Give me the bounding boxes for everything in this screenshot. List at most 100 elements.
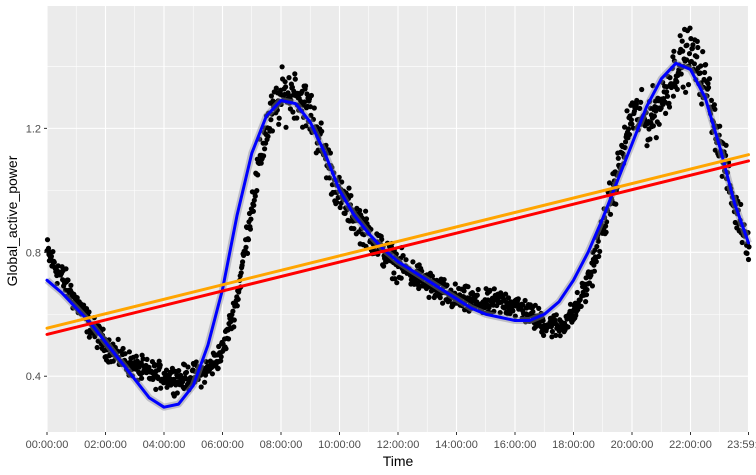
data-point bbox=[158, 385, 164, 391]
data-point bbox=[290, 109, 296, 115]
data-point bbox=[683, 89, 689, 95]
data-point bbox=[440, 300, 446, 306]
data-point bbox=[522, 297, 528, 304]
data-point bbox=[327, 150, 333, 156]
data-point bbox=[359, 215, 365, 221]
data-point bbox=[653, 135, 659, 141]
data-point bbox=[687, 25, 693, 31]
data-point bbox=[403, 257, 409, 263]
data-point bbox=[268, 93, 274, 99]
data-point bbox=[702, 69, 708, 76]
data-point bbox=[540, 318, 546, 324]
data-point bbox=[235, 296, 241, 302]
data-point bbox=[708, 97, 715, 103]
data-point bbox=[243, 244, 249, 250]
data-point bbox=[276, 115, 282, 121]
data-point bbox=[553, 332, 559, 338]
data-point bbox=[606, 180, 613, 186]
data-point bbox=[697, 70, 703, 76]
data-point bbox=[474, 292, 480, 298]
data-point bbox=[515, 296, 521, 302]
data-point bbox=[701, 84, 707, 90]
data-point bbox=[452, 281, 458, 287]
data-point bbox=[394, 280, 400, 286]
data-point bbox=[530, 309, 536, 315]
data-point bbox=[674, 86, 680, 92]
data-point bbox=[475, 286, 481, 293]
data-point bbox=[647, 136, 653, 142]
data-point bbox=[650, 83, 656, 89]
data-point bbox=[255, 172, 261, 178]
data-point bbox=[140, 356, 146, 362]
data-point bbox=[666, 104, 673, 110]
data-point bbox=[92, 334, 98, 340]
data-point bbox=[223, 346, 229, 352]
data-point bbox=[337, 204, 343, 211]
data-point bbox=[379, 236, 385, 242]
data-point bbox=[59, 264, 65, 270]
data-point bbox=[146, 364, 152, 370]
data-point bbox=[677, 33, 683, 39]
data-point bbox=[700, 49, 706, 55]
data-point bbox=[541, 332, 547, 338]
data-point bbox=[86, 309, 92, 315]
x-tick-label: 22:00:00 bbox=[669, 439, 712, 451]
data-point bbox=[302, 99, 308, 105]
data-point bbox=[699, 101, 705, 107]
data-point bbox=[670, 54, 676, 60]
data-point bbox=[663, 110, 669, 116]
data-point bbox=[711, 102, 718, 108]
data-point bbox=[583, 299, 589, 305]
data-point bbox=[308, 112, 314, 118]
data-point bbox=[717, 123, 723, 129]
data-point bbox=[234, 303, 240, 309]
data-point bbox=[153, 386, 159, 392]
data-point bbox=[491, 308, 497, 314]
data-point bbox=[294, 115, 300, 121]
data-point bbox=[176, 368, 182, 374]
data-point bbox=[685, 82, 692, 88]
data-point bbox=[536, 305, 542, 311]
data-point bbox=[532, 302, 538, 308]
data-point bbox=[716, 153, 722, 159]
data-point bbox=[283, 84, 289, 90]
data-point bbox=[651, 113, 658, 119]
data-point bbox=[629, 121, 635, 127]
data-point bbox=[163, 367, 170, 373]
data-point bbox=[589, 283, 596, 289]
linear-fit-line bbox=[45, 159, 750, 336]
data-point bbox=[329, 182, 335, 188]
y-axis: 0.4 0.8 1.2 bbox=[26, 123, 47, 383]
data-point bbox=[393, 251, 399, 257]
data-point bbox=[156, 358, 162, 364]
x-tick-label: 14:00:00 bbox=[435, 439, 478, 451]
data-point bbox=[126, 349, 132, 355]
data-point bbox=[603, 223, 609, 229]
data-point bbox=[745, 256, 752, 263]
data-point bbox=[512, 313, 518, 319]
data-point bbox=[712, 106, 718, 112]
data-point bbox=[684, 42, 690, 48]
data-point bbox=[565, 324, 571, 330]
data-point bbox=[55, 263, 61, 269]
data-point bbox=[361, 232, 367, 238]
data-point bbox=[398, 275, 404, 281]
data-point bbox=[231, 317, 237, 323]
data-point bbox=[578, 303, 584, 309]
data-point bbox=[698, 80, 704, 86]
data-point bbox=[553, 312, 559, 318]
data-point bbox=[656, 121, 662, 127]
data-point bbox=[139, 375, 145, 381]
data-point bbox=[273, 85, 279, 91]
data-point bbox=[368, 226, 374, 232]
data-point bbox=[308, 92, 314, 99]
data-point bbox=[292, 71, 298, 77]
data-point bbox=[664, 93, 671, 99]
data-point bbox=[549, 328, 556, 335]
data-point bbox=[667, 75, 673, 81]
data-point bbox=[254, 188, 260, 194]
x-tick-label: 16:00:00 bbox=[494, 439, 537, 451]
data-point bbox=[65, 277, 71, 283]
data-point bbox=[74, 295, 80, 301]
data-point bbox=[319, 128, 325, 134]
